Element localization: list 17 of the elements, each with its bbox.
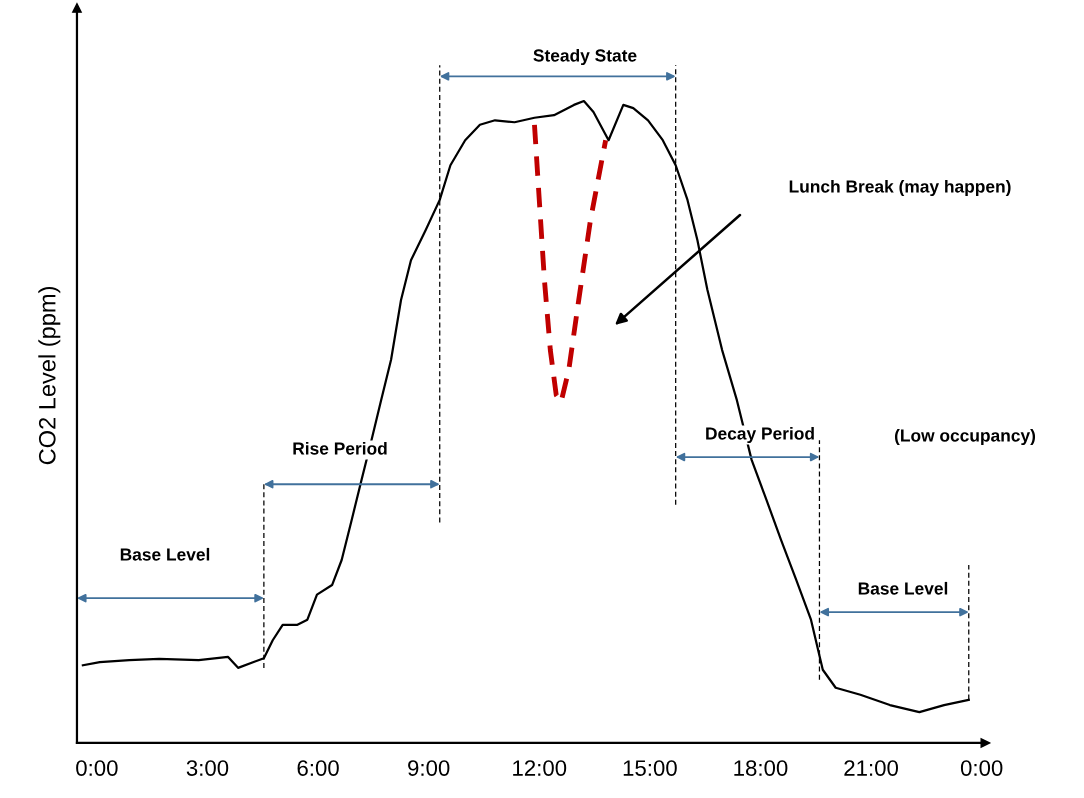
x-tick-label: 3:00 [186,760,229,776]
x-tick-label: 0:00 [76,760,118,776]
x-tick-label: 12:00 [513,760,567,776]
annotation: Base Level [120,547,210,561]
x-tick-label: 9:00 [408,760,450,776]
annotation: Lunch Break (may happen) [789,179,1011,197]
x-tick-label: 18:00 [734,760,788,776]
text: Steady State [533,48,637,66]
x-tick-label: 21:00 [844,760,899,776]
x-tick-label: 6:00 [297,760,339,776]
y-axis-title: CO2 Level (ppm) [38,287,61,465]
annotation: Base Level [858,581,948,595]
annotation: Decay Period [706,426,814,444]
x-tick-label: 15:00 [623,760,677,776]
x-tick-label: 0:00 [960,760,1003,776]
annotation: Rise Period [293,441,387,455]
annotation: (Low occupancy) [894,428,1036,446]
